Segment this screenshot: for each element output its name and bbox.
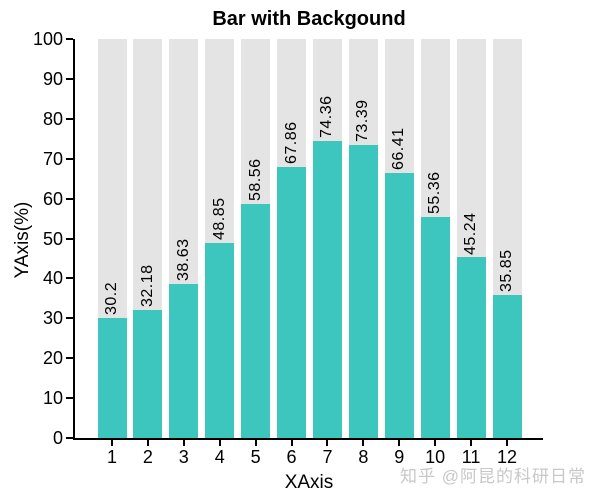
y-tick bbox=[66, 237, 73, 240]
x-tick-label: 2 bbox=[142, 447, 153, 467]
bar bbox=[241, 204, 271, 438]
x-tick bbox=[434, 440, 437, 446]
y-tick-label: 0 bbox=[52, 428, 63, 448]
y-tick-label: 10 bbox=[42, 388, 63, 409]
bar bbox=[420, 217, 450, 438]
bar bbox=[384, 173, 414, 438]
bar-value-label: 32.18 bbox=[138, 264, 156, 307]
y-tick bbox=[66, 357, 73, 360]
x-tick bbox=[254, 440, 257, 446]
x-tick bbox=[362, 440, 365, 446]
bar-value-label: 45.24 bbox=[462, 211, 480, 255]
x-tick-label: 6 bbox=[286, 447, 297, 467]
x-tick bbox=[506, 440, 508, 446]
y-tick-label: 100 bbox=[32, 29, 63, 49]
x-tick bbox=[218, 440, 221, 446]
x-tick-label: 10 bbox=[425, 447, 446, 467]
bar bbox=[492, 294, 522, 438]
y-tick-label: 20 bbox=[42, 348, 63, 369]
y-tick-label: 80 bbox=[42, 108, 63, 129]
y-tick-label: 30 bbox=[42, 308, 63, 329]
bar-value-label: 35.85 bbox=[498, 249, 515, 292]
bar-value-label: 30.2 bbox=[103, 281, 120, 315]
y-tick bbox=[66, 117, 73, 120]
y-tick bbox=[66, 437, 73, 439]
x-tick-label: 11 bbox=[461, 447, 481, 467]
x-tick bbox=[326, 440, 329, 446]
y-tick-label: 70 bbox=[42, 148, 63, 169]
bar bbox=[97, 317, 127, 438]
x-tick bbox=[290, 440, 293, 446]
bar-value-label: 73.39 bbox=[354, 99, 372, 143]
x-tick-label: 1 bbox=[106, 447, 118, 467]
bar-value-label: 67.86 bbox=[282, 121, 300, 165]
y-tick bbox=[66, 197, 73, 200]
watermark-text: 知乎 @阿昆的科研日常 bbox=[400, 467, 586, 486]
x-tick bbox=[111, 440, 113, 446]
x-tick-label: 4 bbox=[214, 447, 225, 467]
x-axis-label: XAxis bbox=[284, 472, 334, 493]
x-tick-label: 5 bbox=[250, 447, 261, 467]
x-tick bbox=[470, 440, 473, 446]
bar-value-label: 74.36 bbox=[318, 95, 336, 139]
x-tick-label: 9 bbox=[394, 447, 405, 467]
bar bbox=[456, 257, 486, 438]
y-tick-label: 40 bbox=[42, 268, 63, 289]
bar-value-label: 66.41 bbox=[390, 127, 408, 171]
bar bbox=[277, 167, 307, 438]
x-tick-label: 3 bbox=[178, 447, 189, 467]
chart-title: Bar with Backgound bbox=[212, 8, 406, 30]
x-tick bbox=[146, 440, 149, 446]
plot-area: 30.2 32.18 38.63 48.85 58.56 67.86 74.36 73.39 6… bbox=[33, 29, 543, 467]
bar-value-label: 58.56 bbox=[246, 158, 264, 202]
x-tick bbox=[398, 440, 401, 446]
y-tick bbox=[66, 277, 73, 280]
y-tick bbox=[66, 397, 73, 400]
y-tick bbox=[66, 77, 73, 80]
y-tick bbox=[66, 157, 73, 160]
bar bbox=[205, 243, 235, 438]
bar bbox=[169, 283, 199, 438]
y-tick-label: 50 bbox=[42, 228, 63, 249]
x-tick-label: 12 bbox=[496, 447, 518, 467]
bar bbox=[312, 141, 342, 438]
y-tick-label: 90 bbox=[42, 68, 63, 89]
y-tick bbox=[66, 38, 73, 40]
bar-value-label: 38.63 bbox=[174, 238, 192, 281]
bar-value-label: 48.85 bbox=[210, 197, 228, 241]
bar bbox=[133, 309, 163, 438]
bar bbox=[348, 145, 378, 438]
y-tick-label: 60 bbox=[42, 188, 63, 209]
x-tick-label: 8 bbox=[358, 447, 369, 467]
bar-value-label: 55.36 bbox=[426, 171, 444, 215]
y-tick bbox=[66, 317, 73, 320]
x-tick bbox=[182, 440, 185, 446]
x-tick-label: 7 bbox=[322, 447, 333, 467]
